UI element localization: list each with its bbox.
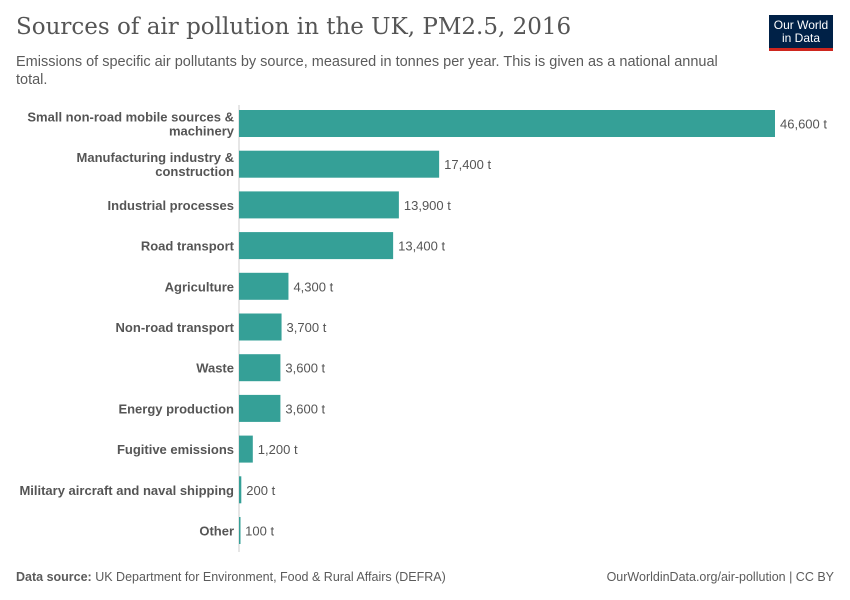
bar [239,150,440,178]
bar [239,313,282,341]
category-label: Agriculture [165,279,234,294]
category-label: Military aircraft and naval shipping [19,483,234,498]
bar-value-label: 3,600 t [285,401,325,416]
category-label: Energy production [118,401,234,416]
bar-value-label: 46,600 t [780,117,827,132]
chart-subtitle: Emissions of specific air pollutants by … [16,54,718,88]
bar [239,517,241,544]
bar [239,272,289,300]
category-label: Fugitive emissions [117,442,234,457]
bar-value-label: 100 t [245,524,274,539]
bar [239,232,394,260]
bar-value-label: 13,900 t [404,198,451,213]
bar [239,476,242,504]
data-source: Data source: UK Department for Environme… [16,570,446,584]
bar [239,191,399,219]
category-label: Non-road transport [116,320,235,335]
bar-value-label: 13,400 t [398,239,445,254]
bar [239,435,253,463]
category-label: Manufacturing industry & construction [77,150,235,179]
bar-value-label: 200 t [246,483,275,498]
category-label: Other [199,524,234,539]
footer-url[interactable]: OurWorldinData.org/air-pollution | CC BY [606,570,834,584]
category-label: Industrial processes [108,198,234,213]
owid-logo[interactable]: Our World in Data [769,15,833,51]
bar-value-label: 4,300 t [293,279,333,294]
bar [239,110,775,137]
category-label: Small non-road mobile sources & machinery [27,110,234,139]
category-label: Waste [196,361,234,376]
category-label: Road transport [141,239,235,254]
source-label: Data source: [16,570,92,584]
bar-value-label: 3,700 t [287,320,327,335]
bar [239,354,281,382]
bar [239,394,281,422]
bar-value-label: 1,200 t [258,442,298,457]
source-text: UK Department for Environment, Food & Ru… [95,570,446,584]
chart-title: Sources of air pollution in the UK, PM2.… [16,14,572,40]
bar-value-label: 17,400 t [444,157,491,172]
bar-value-label: 3,600 t [285,361,325,376]
